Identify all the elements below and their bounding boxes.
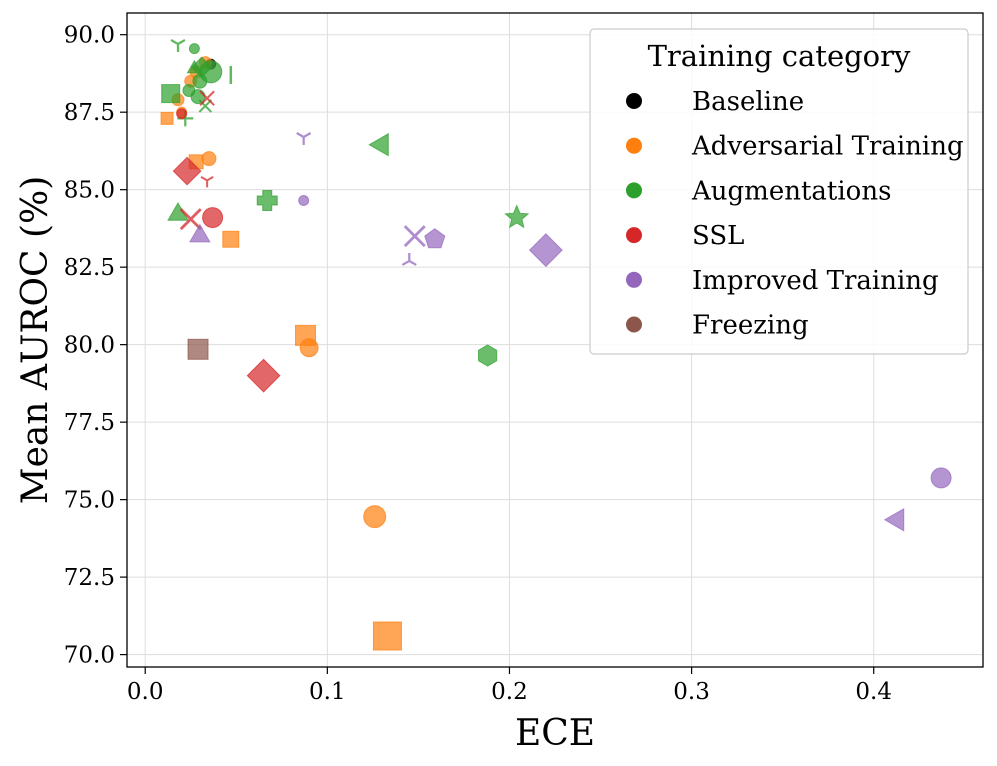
- data-point: [200, 176, 214, 188]
- legend-marker: [626, 316, 642, 333]
- y-tick-label: 70.0: [64, 643, 115, 669]
- data-point: [179, 208, 202, 231]
- legend-title: Training category: [648, 39, 911, 73]
- x-tick-label: 0.2: [491, 679, 528, 705]
- legend-label: Freezing: [692, 311, 809, 341]
- data-point: [368, 132, 389, 157]
- data-point: [201, 151, 217, 167]
- axis-ticks: 0.0 0.1 0.2 0.3 0.4 70.0 72.5 75.0 77.5 80.0 82.5 8…: [64, 23, 892, 705]
- legend-marker: [626, 227, 642, 244]
- legend-label: Adversarial Training: [691, 132, 964, 162]
- y-tick-label: 75.0: [64, 488, 115, 514]
- data-point: [363, 505, 387, 529]
- data-point: [172, 156, 202, 186]
- series-ssl: [172, 90, 281, 393]
- y-tick-label: 80.0: [64, 333, 115, 359]
- data-point: [246, 358, 281, 393]
- data-point: [199, 60, 223, 84]
- data-point: [222, 230, 240, 248]
- x-tick-label: 0.1: [309, 679, 346, 705]
- series-augmentations: [161, 39, 530, 367]
- data-point: [478, 344, 498, 367]
- y-tick-label: 87.5: [64, 100, 115, 126]
- data-point: [188, 43, 200, 55]
- legend-box: [589, 28, 969, 355]
- data-point: [189, 223, 211, 243]
- data-point: [170, 39, 186, 52]
- legend-marker: [626, 271, 642, 288]
- y-tick-label: 77.5: [64, 410, 115, 436]
- data-point: [403, 225, 426, 248]
- x-axis-label: ECE: [515, 713, 595, 754]
- data-point: [930, 467, 952, 489]
- data-point: [424, 228, 446, 249]
- legend-label: Augmentations: [691, 176, 891, 206]
- data-point: [401, 252, 417, 266]
- legend-label: SSL: [692, 221, 744, 251]
- data-point: [372, 621, 402, 651]
- x-tick-label: 0.0: [127, 679, 164, 705]
- data-point: [883, 507, 905, 532]
- y-tick-label: 72.5: [64, 565, 115, 591]
- legend: Training category Baseline Adversarial Tr…: [589, 28, 969, 355]
- legend-label: Baseline: [692, 87, 804, 117]
- data-point: [161, 84, 181, 104]
- x-tick-label: 0.4: [855, 679, 892, 705]
- y-tick-label: 85.0: [64, 178, 115, 204]
- x-tick-label: 0.3: [673, 679, 710, 705]
- data-points: [160, 39, 952, 651]
- legend-marker: [626, 137, 642, 154]
- y-tick-label: 90.0: [64, 23, 115, 49]
- data-point: [187, 338, 209, 360]
- data-point: [160, 111, 174, 125]
- legend-marker: [626, 93, 642, 109]
- data-point: [299, 338, 319, 358]
- data-point: [199, 90, 215, 106]
- data-point: [298, 195, 310, 207]
- data-point: [296, 132, 312, 145]
- legend-label: Improved Training: [692, 266, 939, 296]
- data-point: [256, 190, 278, 212]
- series-freezing: [187, 338, 209, 360]
- legend-marker: [626, 182, 642, 199]
- data-point: [528, 233, 563, 268]
- data-point: [504, 204, 530, 229]
- data-point: [198, 99, 213, 113]
- data-point: [202, 207, 224, 229]
- plot-frame: [126, 12, 984, 668]
- y-tick-label: 82.5: [64, 255, 115, 281]
- series-improved-training: [189, 132, 952, 532]
- data-point: [176, 108, 188, 120]
- y-axis-label: Mean AUROC (%): [15, 176, 56, 505]
